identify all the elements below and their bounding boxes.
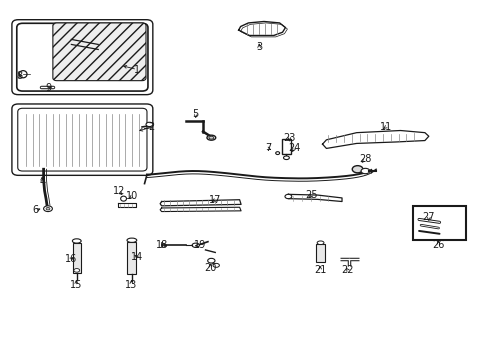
Text: 21: 21 bbox=[313, 265, 325, 275]
Bar bbox=[281, 139, 291, 154]
Text: 5: 5 bbox=[192, 109, 199, 119]
Ellipse shape bbox=[19, 71, 27, 78]
Ellipse shape bbox=[146, 122, 153, 127]
Text: 14: 14 bbox=[131, 252, 143, 262]
Text: 26: 26 bbox=[431, 240, 444, 250]
Bar bbox=[127, 242, 136, 274]
Polygon shape bbox=[160, 207, 241, 212]
FancyBboxPatch shape bbox=[17, 23, 148, 91]
Text: 1: 1 bbox=[134, 64, 140, 75]
FancyBboxPatch shape bbox=[53, 23, 146, 81]
Text: 2: 2 bbox=[148, 122, 155, 132]
Bar bbox=[73, 243, 81, 273]
Ellipse shape bbox=[46, 207, 50, 210]
Text: 6: 6 bbox=[33, 206, 39, 216]
Polygon shape bbox=[118, 203, 136, 207]
Text: 12: 12 bbox=[112, 186, 124, 197]
Text: 18: 18 bbox=[155, 240, 167, 250]
Ellipse shape bbox=[317, 241, 324, 244]
Text: 24: 24 bbox=[287, 143, 300, 153]
Ellipse shape bbox=[121, 196, 126, 201]
Text: 13: 13 bbox=[125, 280, 137, 290]
Polygon shape bbox=[160, 200, 241, 206]
Ellipse shape bbox=[208, 136, 213, 139]
Text: 11: 11 bbox=[379, 122, 391, 132]
Text: 20: 20 bbox=[204, 263, 216, 273]
Ellipse shape bbox=[207, 258, 215, 263]
Ellipse shape bbox=[275, 152, 279, 154]
Text: 25: 25 bbox=[305, 190, 317, 200]
Ellipse shape bbox=[360, 168, 369, 174]
Text: 3: 3 bbox=[256, 42, 262, 52]
Text: 10: 10 bbox=[126, 191, 138, 201]
Text: 17: 17 bbox=[209, 195, 221, 205]
Ellipse shape bbox=[192, 243, 199, 247]
Bar bbox=[412, 206, 466, 240]
Ellipse shape bbox=[74, 269, 80, 272]
FancyBboxPatch shape bbox=[18, 108, 147, 171]
Ellipse shape bbox=[43, 206, 52, 212]
Ellipse shape bbox=[127, 238, 137, 242]
Text: 7: 7 bbox=[264, 143, 270, 153]
Text: 22: 22 bbox=[341, 265, 353, 275]
Text: 19: 19 bbox=[193, 240, 205, 250]
Ellipse shape bbox=[351, 166, 362, 173]
FancyBboxPatch shape bbox=[12, 104, 153, 175]
Polygon shape bbox=[322, 131, 428, 148]
Text: 4: 4 bbox=[39, 177, 45, 187]
Ellipse shape bbox=[72, 239, 81, 243]
Text: 28: 28 bbox=[359, 154, 371, 164]
Ellipse shape bbox=[283, 156, 289, 159]
Ellipse shape bbox=[206, 135, 215, 140]
Polygon shape bbox=[288, 194, 341, 202]
Ellipse shape bbox=[213, 264, 219, 267]
Text: 16: 16 bbox=[65, 254, 78, 264]
Polygon shape bbox=[238, 22, 285, 36]
Text: 15: 15 bbox=[70, 280, 82, 290]
Bar bbox=[315, 244, 325, 262]
Ellipse shape bbox=[285, 194, 291, 199]
Text: 8: 8 bbox=[16, 71, 22, 81]
Text: 9: 9 bbox=[45, 83, 51, 93]
Text: 27: 27 bbox=[422, 212, 434, 221]
Text: 23: 23 bbox=[283, 133, 295, 143]
